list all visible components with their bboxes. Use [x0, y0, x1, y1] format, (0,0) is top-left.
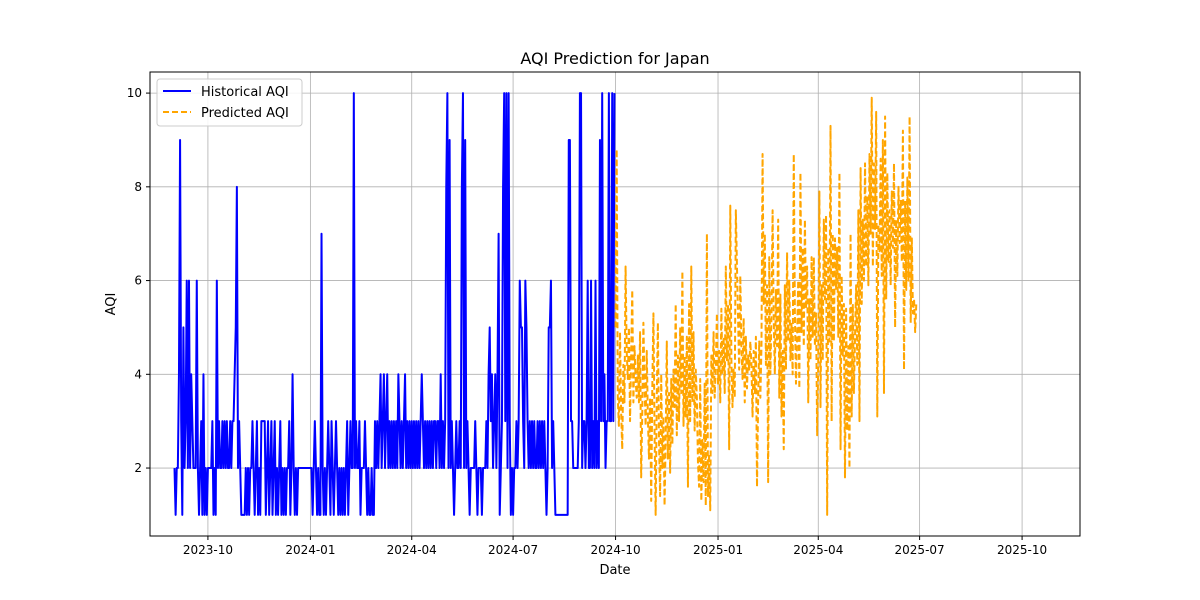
plot-area-frame: [149, 71, 1081, 537]
y-axis-ticks: 2 4 6 8 10: [127, 86, 150, 475]
x-tick-label: 2024-04: [387, 543, 437, 557]
series-line-historical: [173, 92, 616, 516]
y-axis-title: AQI: [104, 293, 119, 316]
x-axis-ticks: 2023-10 2024-01 2024-04 2024-07 2024-10 2025-…: [183, 536, 1047, 557]
x-tick-label: 2025-10: [997, 543, 1047, 557]
legend-label-predicted: Predicted AQI: [201, 106, 289, 121]
chart-title: AQI Prediction for Japan: [520, 49, 709, 68]
legend-box: [156, 78, 303, 127]
legend: Historical AQI Predicted AQI: [156, 78, 303, 127]
series-line-predicted: [614, 96, 918, 516]
x-tick-label: 2025-07: [895, 543, 945, 557]
x-tick-label: 2025-01: [693, 543, 743, 557]
x-tick-label: 2024-01: [285, 543, 335, 557]
x-tick-label: 2025-04: [793, 543, 843, 557]
x-axis-title: Date: [599, 563, 630, 578]
y-tick-label: 8: [134, 180, 142, 194]
gridlines: [150, 72, 1080, 536]
y-tick-label: 6: [134, 274, 142, 288]
y-tick-label: 2: [134, 461, 142, 475]
series-lines: [173, 92, 918, 516]
x-tick-label: 2024-10: [590, 543, 640, 557]
x-tick-label: 2024-07: [488, 543, 538, 557]
legend-label-historical: Historical AQI: [201, 85, 289, 100]
y-tick-label: 10: [127, 86, 142, 100]
y-tick-label: 4: [134, 367, 142, 381]
x-tick-label: 2023-10: [183, 543, 233, 557]
